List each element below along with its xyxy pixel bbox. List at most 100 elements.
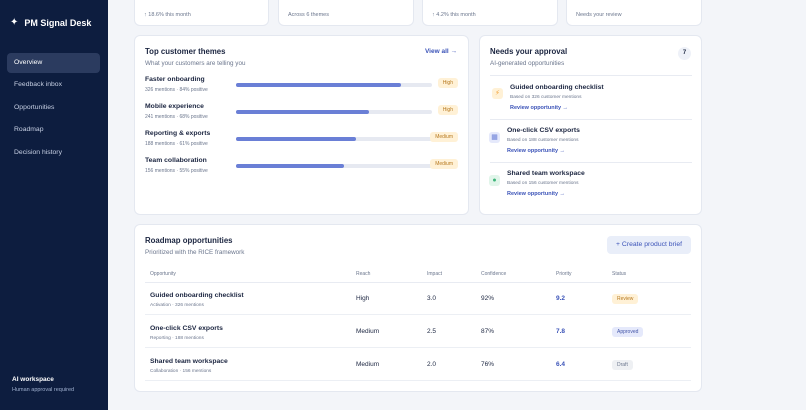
approval-item-meta: Based on 156 customer mentions [507,181,579,186]
theme-row[interactable]: Reporting & exports 188 mentions · 61% p… [145,130,470,154]
status-badge: Draft [612,360,633,370]
approval-item-title: One-click CSV exports [507,127,580,134]
priority-cell: 9.2 [556,295,566,302]
column-header-confidence[interactable]: Confidence [481,271,507,277]
reach-cell: Medium [356,328,380,335]
reach-cell: Medium [356,361,380,368]
theme-name: Mobile experience [145,103,204,110]
opportunity-meta: Collaboration · 156 mentions [150,369,212,374]
table-row[interactable]: Shared team workspace Collaboration · 15… [145,348,691,381]
opportunity-title: Guided onboarding checklist [150,292,244,299]
sidebar-item-overview[interactable]: Overview [7,53,100,73]
opportunity-title: One-click CSV exports [150,325,223,332]
theme-bar-fill [236,137,356,141]
theme-row[interactable]: Team collaboration 156 mentions · 55% po… [145,157,470,181]
approval-item-meta: Based on 188 customer mentions [507,138,579,143]
workspace-subtitle: Human approval required [12,387,75,393]
sidebar-nav: Overview Feedback inbox Opportunities Ro… [7,53,100,165]
theme-meta: 156 mentions · 55% positive [145,168,208,174]
review-opportunity-link[interactable]: Review opportunity → [510,105,569,111]
stat-text: Across 6 themes [288,12,329,18]
theme-bar-fill [236,110,370,114]
theme-bar [236,137,432,141]
view-all-link[interactable]: View all → [424,48,457,55]
approval-title: Needs your approval [490,47,568,56]
table-row[interactable]: One-click CSV exports Reporting · 188 me… [145,315,691,348]
app-title: PM Signal Desk [24,17,92,28]
plus-icon: + [616,241,621,248]
workspace-title: AI workspace [12,376,54,383]
review-opportunity-link[interactable]: Review opportunity → [507,148,566,154]
confidence-cell: 87% [481,328,495,335]
theme-meta: 326 mentions · 84% positive [145,87,208,93]
themes-subtitle: What your customers are telling you [145,60,246,67]
review-opportunity-link[interactable]: Review opportunity → [507,191,566,197]
theme-bar [236,83,432,87]
stat-card: Across 6 themes [278,0,414,26]
team-icon: ● [489,175,500,186]
create-product-brief-button[interactable]: + Create product brief [607,236,691,254]
approval-item: ● Shared team workspace Based on 156 cus… [489,162,692,205]
impact-cell: 2.5 [427,328,437,335]
column-header-opportunity[interactable]: Opportunity [150,271,176,277]
bolt-icon: ⚡ [492,88,503,99]
column-header-status[interactable]: Status [612,271,627,277]
stat-text: ↑ 18.6% this month [144,12,191,18]
sidebar-item-opportunities[interactable]: Opportunities [14,103,55,111]
themes-title: Top customer themes [145,47,226,56]
sidebar-item-roadmap[interactable]: Roadmap [14,126,44,134]
theme-bar-fill [236,83,401,87]
roadmap-title: Roadmap opportunities [145,236,233,245]
opportunity-title: Shared team workspace [150,358,228,365]
theme-meta: 188 mentions · 61% positive [145,141,208,147]
status-badge: Approved [612,327,644,337]
roadmap-card: Roadmap opportunities Prioritized with t… [134,224,702,392]
sidebar-item-decision-history[interactable]: Decision history [14,148,62,156]
priority-tag: High [437,105,458,115]
column-header-reach[interactable]: Reach [356,271,371,277]
approval-item-title: Shared team workspace [507,170,585,177]
theme-name: Team collaboration [145,157,207,164]
approval-item: ⚡ Guided onboarding checklist Based on 3… [490,75,692,118]
priority-tag: High [437,78,458,88]
reach-cell: High [356,295,370,302]
stat-card: ↑ 4.2% this month [422,0,558,26]
approval-count-badge: 7 [678,47,691,60]
status-badge: Review [612,294,639,304]
workspace-info: AI workspace Human approval required [12,376,74,393]
theme-name: Reporting & exports [145,130,211,137]
confidence-cell: 92% [481,295,495,302]
approval-subtitle: AI-generated opportunities [490,60,565,67]
brand[interactable]: ✦ PM Signal Desk [10,17,91,28]
opportunity-meta: Activation · 326 mentions [150,303,204,308]
sidebar: ✦ PM Signal Desk Overview Feedback inbox… [0,0,108,410]
column-header-impact[interactable]: Impact [427,271,443,277]
approval-item-title: Guided onboarding checklist [510,84,604,91]
theme-bar [236,164,432,168]
table-header-divider [145,282,691,283]
impact-cell: 3.0 [427,295,437,302]
confidence-cell: 76% [481,361,495,368]
table-row[interactable]: Guided onboarding checklist Activation ·… [145,282,691,315]
theme-meta: 241 mentions · 68% positive [145,114,208,120]
stat-text: Needs your review [576,12,622,18]
impact-cell: 2.0 [427,361,437,368]
roadmap-subtitle: Prioritized with the RICE framework [145,249,245,256]
priority-cell: 7.8 [556,328,566,335]
priority-cell: 6.4 [556,361,566,368]
stat-text: ↑ 4.2% this month [432,12,476,18]
approval-card: Needs your approval AI-generated opportu… [479,35,702,215]
sparkle-icon: ✦ [10,17,19,28]
sidebar-item-feedback-inbox[interactable]: Feedback inbox [14,81,62,89]
stat-card: Needs your review [566,0,702,26]
table-icon: ▦ [489,132,500,143]
theme-name: Faster onboarding [145,76,205,83]
column-header-priority[interactable]: Priority [556,271,572,277]
theme-row[interactable]: Mobile experience 241 mentions · 68% pos… [145,103,470,127]
create-product-brief-label: Create product brief [621,241,682,248]
approval-item: ▦ One-click CSV exports Based on 188 cus… [489,119,692,162]
priority-tag: Medium [430,159,458,169]
stat-card: ↑ 18.6% this month [134,0,269,26]
theme-row[interactable]: Faster onboarding 326 mentions · 84% pos… [145,76,470,100]
theme-bar-fill [236,164,344,168]
